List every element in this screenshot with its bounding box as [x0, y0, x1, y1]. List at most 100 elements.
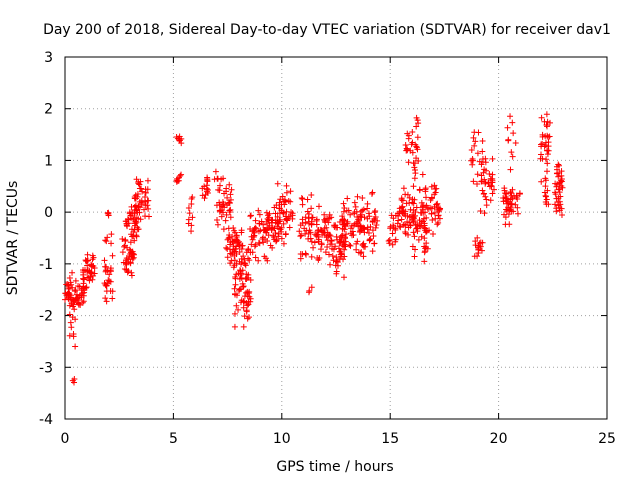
data-point — [431, 209, 438, 216]
data-point — [538, 151, 545, 158]
data-point — [430, 231, 437, 237]
data-point — [558, 172, 565, 179]
data-point — [203, 188, 210, 195]
data-point — [274, 220, 281, 227]
data-point — [403, 147, 410, 154]
grid-lines — [65, 57, 607, 419]
data-point — [226, 181, 233, 188]
data-point — [281, 196, 288, 203]
data-point — [338, 250, 345, 257]
data-point — [402, 191, 409, 198]
data-point — [133, 176, 140, 183]
data-point — [139, 188, 146, 195]
data-point — [215, 186, 222, 193]
data-point — [321, 225, 328, 232]
data-point — [436, 206, 443, 213]
data-point — [412, 208, 419, 215]
data-point — [244, 288, 251, 295]
data-point — [232, 248, 239, 255]
data-point — [132, 207, 139, 214]
data-point — [227, 214, 234, 221]
data-point — [553, 208, 560, 215]
data-point — [336, 255, 343, 262]
data-point — [508, 190, 515, 197]
data-point — [360, 225, 367, 232]
data-point — [344, 218, 351, 225]
data-point — [121, 265, 128, 272]
data-point — [422, 186, 429, 193]
data-point — [135, 215, 142, 222]
x-tick-label: 25 — [598, 431, 616, 447]
data-point — [204, 177, 211, 184]
data-point — [109, 295, 116, 302]
data-point — [251, 243, 258, 250]
data-point — [233, 271, 240, 278]
data-point — [141, 206, 148, 213]
data-point — [244, 315, 251, 322]
data-point — [371, 217, 378, 224]
data-point — [248, 241, 255, 248]
data-point — [226, 207, 233, 214]
data-point — [474, 234, 481, 241]
data-point — [369, 189, 376, 196]
data-point — [283, 189, 290, 196]
data-point — [252, 254, 259, 261]
data-point — [423, 202, 430, 209]
data-point — [326, 251, 333, 258]
data-point — [545, 201, 552, 208]
data-point — [232, 275, 239, 282]
data-point — [365, 229, 372, 236]
data-point — [230, 243, 237, 250]
data-point — [513, 194, 520, 201]
data-point — [245, 314, 252, 321]
data-point — [263, 209, 270, 216]
y-tick-label: 0 — [44, 205, 53, 221]
data-point — [91, 264, 98, 271]
data-point — [305, 235, 312, 242]
data-point — [188, 222, 195, 229]
data-point — [434, 221, 441, 228]
data-point — [280, 240, 287, 247]
data-point — [516, 191, 523, 198]
data-point — [341, 253, 348, 260]
data-point — [360, 240, 367, 247]
data-point — [371, 240, 378, 247]
data-point — [509, 153, 516, 160]
data-point — [411, 175, 418, 182]
data-point — [272, 230, 279, 237]
data-point — [471, 129, 478, 136]
data-point — [69, 269, 76, 276]
data-point — [80, 298, 87, 305]
data-point — [488, 176, 495, 183]
data-point — [389, 241, 396, 248]
data-point — [237, 271, 244, 278]
data-point — [220, 209, 227, 216]
data-point — [240, 253, 247, 260]
data-point — [431, 182, 438, 189]
data-point — [119, 235, 126, 242]
data-point — [410, 183, 417, 190]
data-point — [84, 268, 91, 275]
data-point — [299, 220, 306, 227]
data-point — [308, 221, 315, 228]
data-point — [369, 248, 376, 255]
data-point — [508, 200, 515, 207]
data-point — [231, 310, 238, 317]
y-tick-label: 2 — [44, 102, 53, 118]
data-point — [345, 207, 352, 214]
data-point — [189, 214, 196, 221]
data-point — [399, 197, 406, 204]
data-point — [412, 170, 419, 177]
data-point — [127, 247, 134, 254]
data-point — [72, 277, 79, 284]
data-point — [475, 244, 482, 251]
data-point — [512, 201, 519, 208]
data-point — [538, 178, 545, 185]
data-point — [308, 191, 315, 198]
data-point — [544, 168, 551, 175]
data-point — [311, 239, 318, 246]
data-point — [74, 295, 81, 302]
data-point — [354, 193, 361, 200]
data-point — [235, 306, 242, 313]
data-point — [366, 236, 373, 243]
